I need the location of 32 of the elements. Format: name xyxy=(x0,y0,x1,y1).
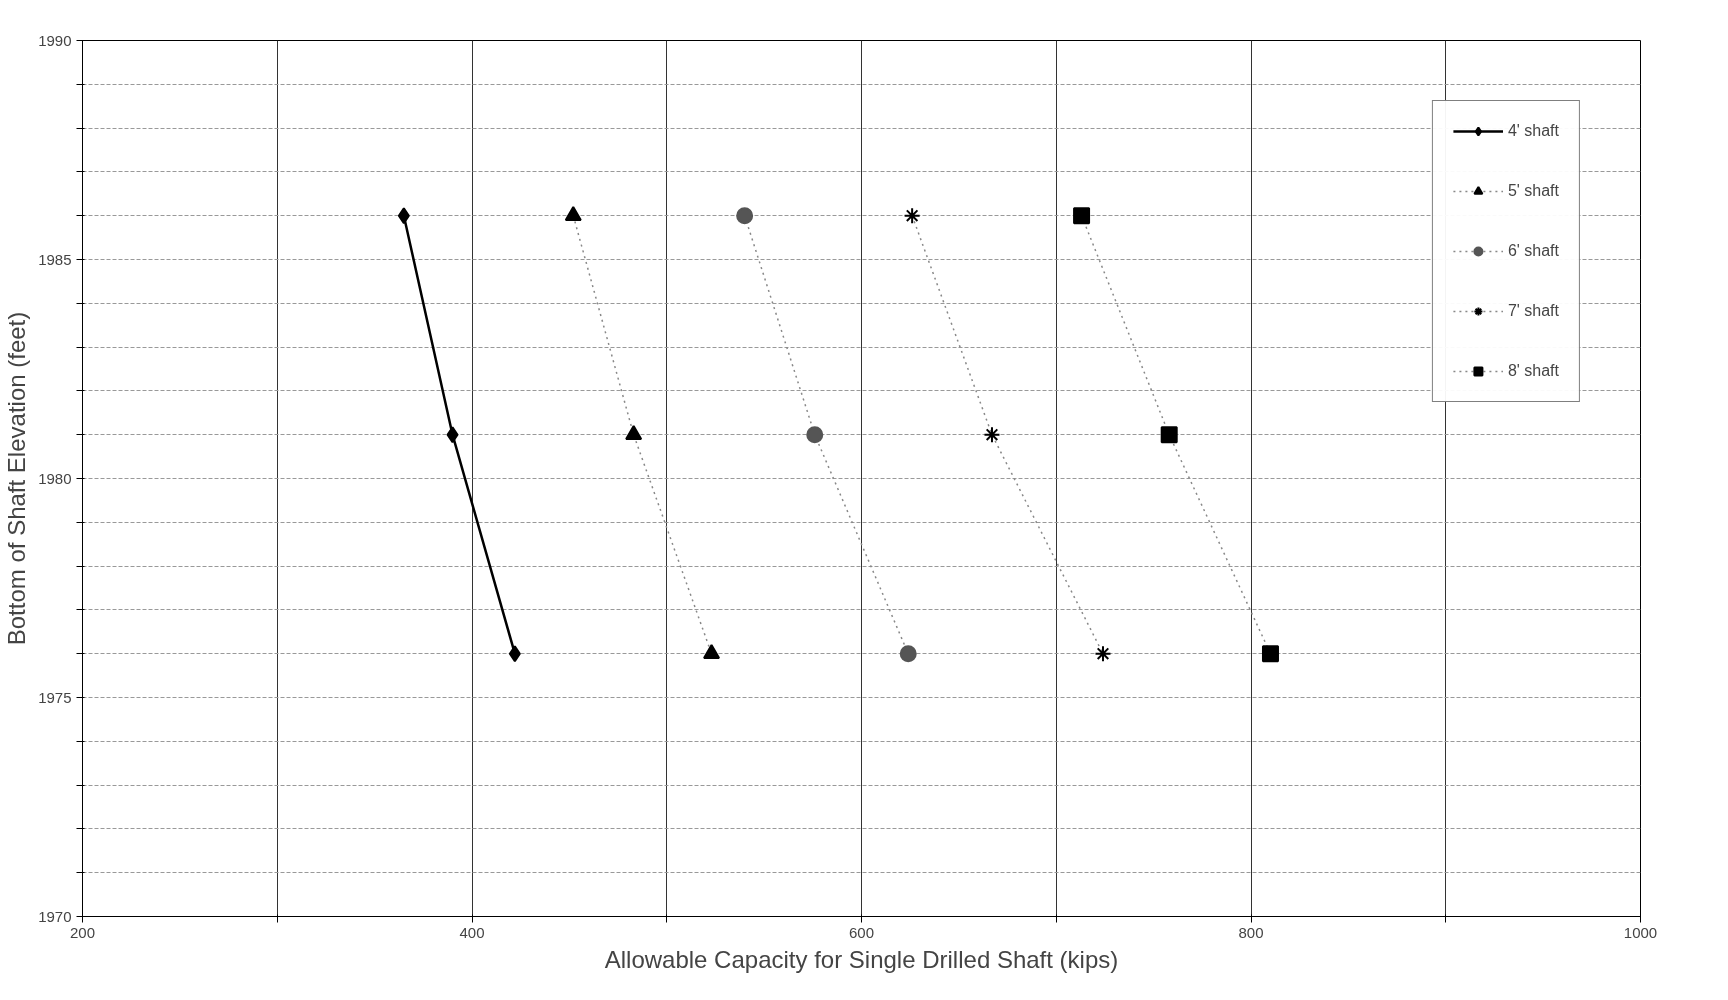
legend-label: 8' shaft xyxy=(1507,362,1559,380)
x-tick-label: 600 xyxy=(848,923,875,941)
point xyxy=(397,207,410,225)
point xyxy=(446,426,459,444)
point xyxy=(736,207,754,225)
x-tick-label: 200 xyxy=(69,923,96,941)
y-tick-label: 1985 xyxy=(38,250,72,268)
y-tick-label: 1990 xyxy=(38,31,72,49)
point xyxy=(983,426,1001,444)
point xyxy=(903,207,921,225)
x-tick-label: 400 xyxy=(459,923,485,941)
x-axis-title: Allowable Capacity for Single Drilled Shaft (kips) xyxy=(604,945,1119,973)
point xyxy=(806,426,824,444)
point xyxy=(703,644,721,660)
legend-label: 4' shaft xyxy=(1507,122,1559,140)
x-tick-label: 1000 xyxy=(1623,923,1658,941)
x-tick-label: 800 xyxy=(1238,923,1264,941)
point xyxy=(1160,426,1178,444)
point xyxy=(899,645,917,663)
point xyxy=(625,425,643,441)
legend-label: 5' shaft xyxy=(1507,182,1559,200)
legend-label: 6' shaft xyxy=(1507,242,1559,260)
point xyxy=(508,645,521,663)
y-tick-label: 1975 xyxy=(38,688,72,706)
point xyxy=(1073,207,1091,225)
point xyxy=(1261,645,1279,663)
y-tick-label: 1970 xyxy=(38,907,72,925)
point xyxy=(564,206,582,222)
y-axis-title: Bottom of Shaft Elevation (feet) xyxy=(3,311,31,646)
y-tick-label: 1980 xyxy=(38,469,72,487)
legend-label: 7' shaft xyxy=(1507,302,1559,320)
point xyxy=(1094,645,1112,663)
